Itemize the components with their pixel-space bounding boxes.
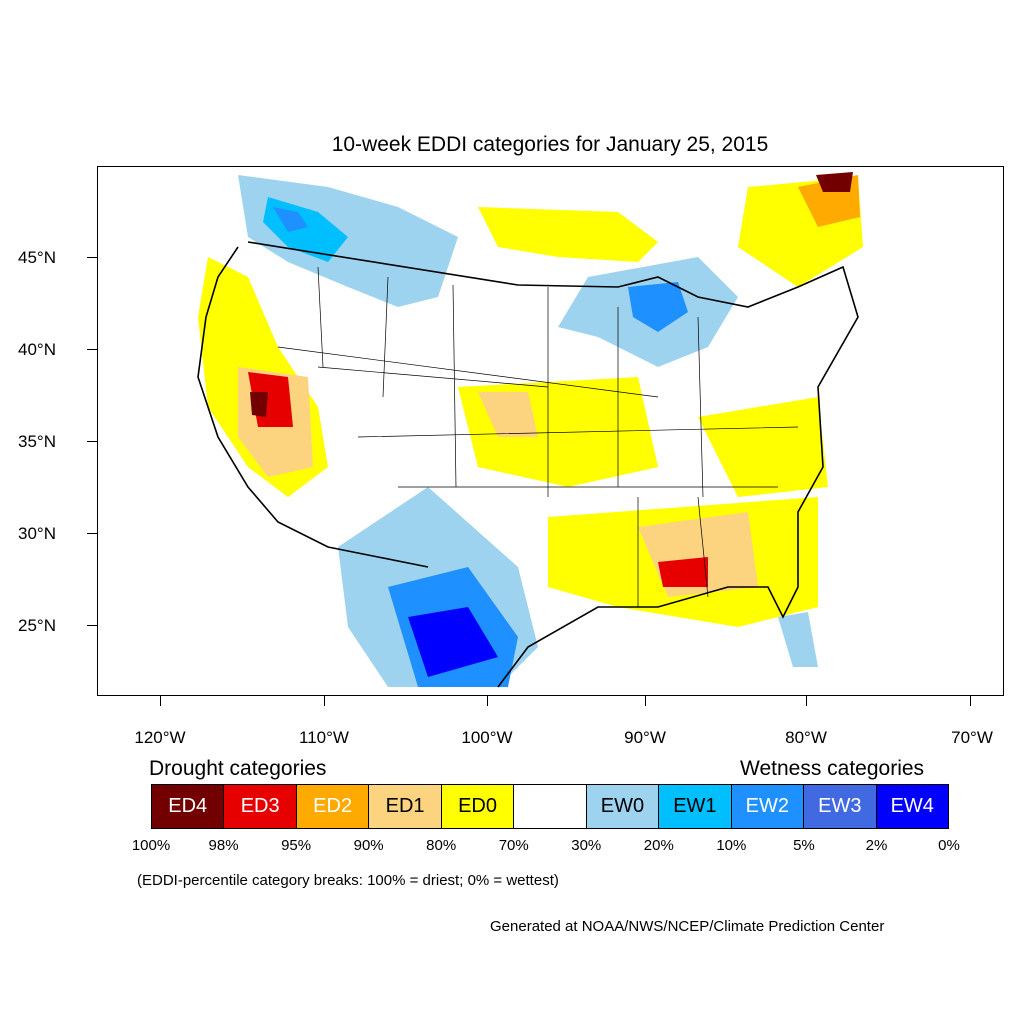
x-tick <box>487 696 488 706</box>
us-outline <box>197 241 859 688</box>
legend-cell-ed0: ED0 <box>441 785 515 828</box>
y-tick <box>87 257 97 258</box>
percentile-label: 0% <box>938 837 960 854</box>
y-axis-label: 30°N <box>18 524 56 543</box>
x-tick <box>160 696 161 706</box>
x-tick <box>645 696 646 706</box>
category-legend: ED4 ED3 ED2 ED1 ED0 EW0 EW1 EW2 EW3 EW4 <box>151 784 949 829</box>
x-axis-label: 90°W <box>624 728 666 747</box>
x-axis-label: 70°W <box>951 728 993 747</box>
x-axis-label: 100°W <box>461 728 513 747</box>
x-axis-label: 110°W <box>299 728 349 747</box>
legend-cell-ew4: EW4 <box>876 785 948 828</box>
percentile-label: 90% <box>353 837 384 854</box>
y-axis-label: 25°N <box>18 616 56 635</box>
drought-heading: Drought categories <box>149 757 327 780</box>
dry-region-plains-core <box>478 392 538 437</box>
percentile-label: 5% <box>793 837 815 854</box>
legend-cell-neutral <box>514 785 587 828</box>
state-borders <box>277 266 799 607</box>
wetness-heading: Wetness categories <box>740 757 925 780</box>
y-tick <box>87 349 97 350</box>
wet-region-florida <box>778 612 818 667</box>
dry-region-midatlantic <box>698 397 828 497</box>
wet-region-northwest-deep <box>273 207 308 232</box>
category-note: (EDDI-percentile category breaks: 100% =… <box>137 872 559 889</box>
dry-region-gulf-peak <box>658 557 708 587</box>
legend-cell-ew2: EW2 <box>731 785 805 828</box>
y-tick <box>87 625 97 626</box>
dry-region-northeast-peak <box>816 172 853 192</box>
map-area <box>97 166 1004 696</box>
percentile-label: 20% <box>643 837 674 854</box>
y-tick <box>87 533 97 534</box>
legend-cell-ew1: EW1 <box>659 785 732 828</box>
wet-region-northwest <box>238 175 458 307</box>
wet-region-greatlakes-core <box>628 282 688 332</box>
eddi-map <box>197 172 863 688</box>
map-title: 10-week EDDI categories for January 25, … <box>331 133 769 156</box>
legend-cell-ed3: ED3 <box>224 785 297 828</box>
percentile-label: 30% <box>571 837 602 854</box>
x-axis-label: 120°W <box>134 728 186 747</box>
y-tick <box>87 441 97 442</box>
y-axis-label: 35°N <box>18 432 56 451</box>
percentile-label: 80% <box>426 837 457 854</box>
y-axis-label: 40°N <box>18 340 56 359</box>
percentile-label: 100% <box>131 837 171 854</box>
percentile-label: 10% <box>716 837 747 854</box>
wet-region-texas-deep <box>408 607 498 677</box>
percentile-label: 98% <box>208 837 239 854</box>
legend-cell-ed1: ED1 <box>369 785 442 828</box>
percentile-label: 70% <box>498 837 529 854</box>
legend-cell-ew3: EW3 <box>804 785 877 828</box>
x-tick <box>806 696 807 706</box>
credit-line: Generated at NOAA/NWS/NCEP/Climate Predi… <box>490 918 885 935</box>
dry-region-canada <box>478 207 658 262</box>
percentile-label: 95% <box>281 837 312 854</box>
x-tick <box>970 696 971 706</box>
dry-region-nevada-peak <box>250 392 268 417</box>
x-axis-label: 80°W <box>785 728 827 747</box>
legend-cell-ed2: ED2 <box>296 785 370 828</box>
x-tick <box>324 696 325 706</box>
legend-cell-ew0: EW0 <box>586 785 660 828</box>
legend-cell-ed4: ED4 <box>152 785 225 828</box>
percentile-label: 2% <box>865 837 888 854</box>
y-axis-label: 45°N <box>18 248 56 267</box>
